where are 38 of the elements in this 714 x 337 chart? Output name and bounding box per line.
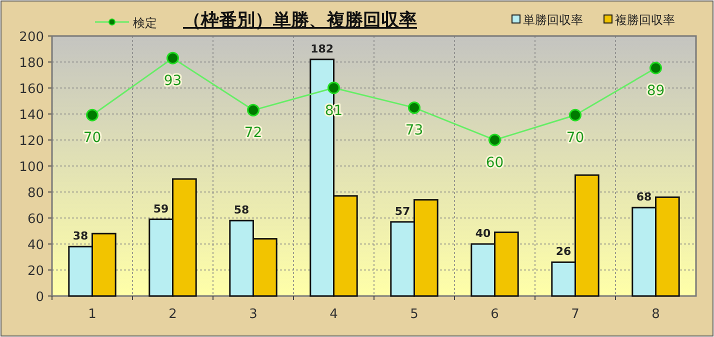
x-tick-label: 8 bbox=[652, 307, 660, 322]
data-label: 93 bbox=[164, 73, 182, 90]
data-label: 70 bbox=[83, 130, 102, 146]
chart-title: （枠番別）単勝、複勝回収率 bbox=[183, 10, 417, 31]
y-tick-label: 120 bbox=[19, 134, 44, 149]
y-tick-label: 20 bbox=[27, 264, 44, 279]
data-label: 70 bbox=[566, 130, 584, 146]
x-tick-label: 4 bbox=[330, 307, 338, 322]
y-tick-label: 100 bbox=[19, 160, 44, 175]
x-tick-label: 5 bbox=[410, 307, 418, 322]
data-label: 58 bbox=[234, 204, 250, 217]
data-label: 40 bbox=[475, 227, 492, 240]
legend-label: 単勝回収率 bbox=[523, 13, 583, 27]
data-label: 73 bbox=[405, 122, 424, 139]
data-label: 60 bbox=[486, 154, 504, 171]
y-tick-label: 0 bbox=[36, 290, 44, 305]
data-label: 26 bbox=[556, 245, 572, 258]
legend-label: 複勝回収率 bbox=[615, 13, 675, 27]
y-tick-label: 200 bbox=[19, 30, 44, 45]
data-label: 89 bbox=[646, 83, 665, 100]
x-tick-label: 3 bbox=[249, 307, 258, 322]
x-tick-label: 1 bbox=[88, 307, 96, 322]
x-tick-label: 2 bbox=[168, 307, 177, 322]
data-label: 72 bbox=[244, 125, 262, 142]
y-tick-label: 160 bbox=[19, 82, 44, 97]
y-tick-label: 60 bbox=[27, 212, 44, 227]
data-label: 57 bbox=[394, 204, 410, 218]
y-tick-label: 180 bbox=[19, 56, 44, 71]
y-tick-label: 80 bbox=[27, 186, 44, 201]
data-label: 38 bbox=[72, 230, 88, 243]
x-tick-label: 7 bbox=[571, 307, 580, 322]
x-tick-label: 6 bbox=[490, 307, 499, 322]
data-label: 68 bbox=[636, 190, 652, 204]
y-tick-label: 40 bbox=[27, 238, 44, 253]
data-label: 182 bbox=[310, 42, 334, 56]
legend-label: 検定 bbox=[133, 16, 157, 30]
data-label: 59 bbox=[153, 202, 169, 216]
y-tick-label: 140 bbox=[19, 108, 44, 123]
